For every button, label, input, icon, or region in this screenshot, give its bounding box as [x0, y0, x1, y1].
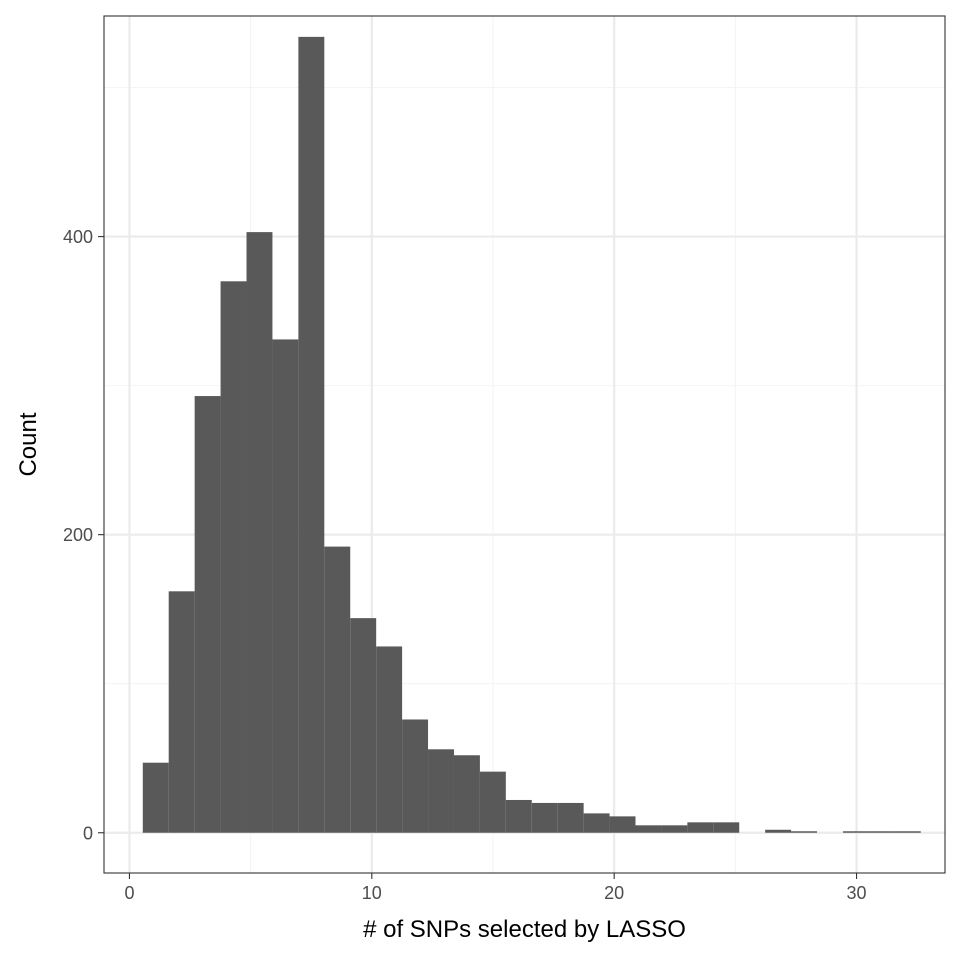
histogram-bar	[324, 546, 351, 833]
histogram-bar	[272, 339, 299, 833]
histogram-bar	[531, 802, 558, 833]
histogram-bar	[428, 749, 454, 833]
histogram-bar	[687, 822, 714, 833]
histogram-bar	[765, 829, 792, 833]
histogram-bar	[894, 831, 921, 833]
histogram-bar	[505, 799, 532, 833]
histogram-bar	[402, 719, 429, 833]
histogram-bar	[661, 825, 688, 833]
y-axis-title: Count	[15, 412, 42, 476]
histogram-bar	[609, 816, 636, 833]
histogram-bar	[842, 831, 869, 833]
x-tick-label: 10	[362, 883, 382, 903]
histogram-bar	[557, 802, 584, 833]
y-tick-label: 0	[83, 823, 93, 843]
x-axis-title: # of SNPs selected by LASSO	[363, 916, 686, 943]
x-tick-label: 20	[604, 883, 624, 903]
histogram-bar	[791, 831, 818, 833]
y-tick-label: 400	[63, 227, 93, 247]
tick-labels: 0 10 20 30 0 200 400	[63, 227, 867, 903]
axis-ticks	[98, 236, 858, 879]
histogram-bar	[479, 771, 506, 833]
histogram-bar	[168, 591, 195, 833]
histogram-bar	[220, 281, 247, 833]
histogram-bar	[453, 755, 480, 833]
histogram-bar	[194, 396, 221, 833]
histogram-bar	[376, 646, 403, 833]
histogram-bar	[142, 762, 169, 833]
histogram-bar	[298, 36, 325, 833]
histogram-bar	[868, 831, 895, 833]
histogram-bar	[713, 822, 740, 833]
x-tick-label: 0	[124, 883, 134, 903]
histogram-bar	[350, 618, 377, 833]
histogram-bars	[142, 36, 921, 833]
y-tick-label: 200	[63, 525, 93, 545]
histogram-bar	[583, 813, 610, 833]
x-tick-label: 30	[847, 883, 867, 903]
panel-border	[103, 15, 946, 874]
histogram-bar	[635, 825, 662, 833]
histogram-bar	[246, 232, 273, 833]
